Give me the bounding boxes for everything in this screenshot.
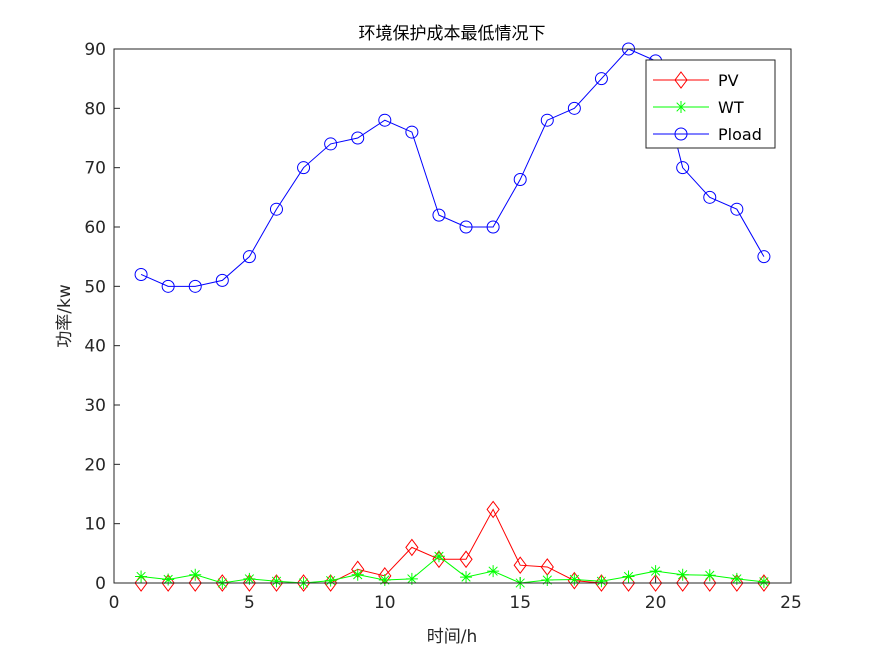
y-tick-label: 0 [95, 574, 106, 594]
pv-point [648, 574, 663, 592]
y-tick-label: 40 [84, 337, 106, 357]
pv-point [296, 574, 311, 592]
legend-box [645, 59, 776, 149]
wt-point [460, 571, 473, 584]
pload-point [486, 220, 500, 234]
y-tick-label: 10 [84, 515, 106, 535]
pload-point [703, 190, 717, 204]
wt-point [189, 568, 202, 581]
y-tick-label: 90 [84, 40, 106, 60]
legend-marker [675, 101, 687, 113]
pv-point [269, 574, 284, 592]
wt-point [378, 574, 391, 587]
y-tick-label: 70 [84, 159, 106, 179]
pv-point [161, 574, 175, 592]
legend: PV WT Pload [645, 59, 776, 149]
legend-marker [674, 127, 688, 141]
wt-point [351, 568, 364, 581]
wt-point [324, 574, 337, 587]
wt-point [243, 572, 256, 585]
wt-point [649, 565, 662, 578]
wt-point [568, 573, 581, 586]
y-axis-label: 功率/kw [55, 284, 75, 348]
pload-point [161, 279, 175, 293]
pload-point [540, 113, 554, 127]
y-tick-label: 30 [84, 396, 106, 416]
pload-point [676, 161, 690, 175]
pload-point [297, 161, 311, 175]
pload-point [730, 202, 744, 216]
legend-label: WT [718, 98, 744, 117]
pv-point [215, 574, 229, 592]
pload-point [594, 72, 608, 86]
x-tick-label: 25 [780, 593, 802, 613]
wt-point [405, 572, 418, 585]
pload-point [269, 202, 283, 216]
pv-point [486, 500, 500, 519]
pload-point [215, 273, 229, 287]
wt-point [757, 575, 770, 588]
x-tick-label: 0 [109, 593, 120, 613]
pload-point [513, 173, 527, 187]
legend-label: Pload [718, 125, 762, 144]
y-tick-label: 60 [84, 218, 106, 238]
x-tick-label: 10 [374, 593, 396, 613]
series-wt [135, 550, 770, 589]
pv-point [567, 571, 581, 590]
pv-point [757, 574, 771, 592]
pload-point [188, 279, 202, 293]
pload-point [134, 267, 148, 281]
pv-point [242, 574, 257, 592]
wt-point [487, 565, 500, 578]
wt-point [622, 570, 635, 583]
pv-point [513, 556, 527, 575]
wt-point [595, 575, 608, 588]
axes-box [113, 48, 792, 584]
wt-point [432, 550, 445, 563]
pload-point [405, 125, 419, 139]
legend-label: PV [718, 71, 739, 90]
wt-point [162, 573, 175, 586]
legend-marker [674, 71, 688, 89]
pload-point [378, 113, 392, 127]
wt-point [730, 572, 743, 585]
pv-point [459, 550, 473, 569]
pv-point [188, 574, 202, 592]
pload-point [324, 137, 338, 151]
pload-point [351, 131, 365, 145]
pload-point [459, 220, 473, 234]
pload-point [567, 101, 581, 115]
x-tick-label: 20 [645, 593, 667, 613]
pload-point [432, 208, 446, 222]
pv-point [676, 574, 690, 592]
wt-point [703, 569, 716, 582]
pv-point [405, 538, 419, 557]
pload-point [242, 250, 256, 264]
wt-line [141, 555, 764, 584]
y-tick-label: 20 [84, 455, 106, 475]
pv-point [730, 574, 744, 592]
wt-point [676, 568, 689, 581]
y-tick-label: 50 [84, 277, 106, 297]
wt-point [135, 570, 148, 583]
wt-point [270, 575, 283, 588]
pload-point [757, 250, 771, 264]
pv-point [703, 574, 717, 592]
x-axis-label: 时间/h [427, 627, 478, 647]
chart-title: 环境保护成本最低情况下 [359, 24, 546, 44]
wt-point [541, 574, 554, 587]
y-tick-label: 80 [84, 99, 106, 119]
x-tick-label: 15 [509, 593, 531, 613]
x-tick-label: 5 [244, 593, 255, 613]
